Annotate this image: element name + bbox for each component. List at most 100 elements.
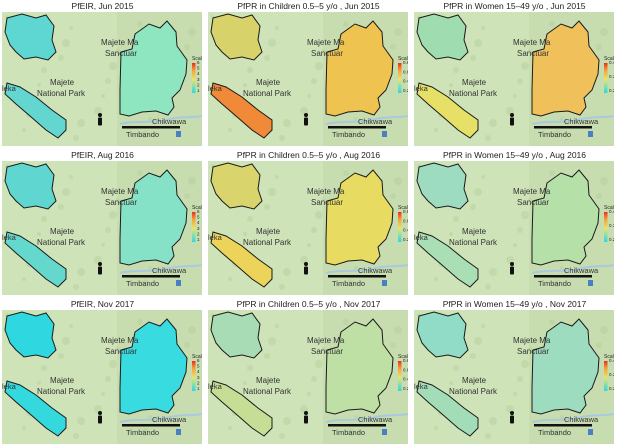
southwest-region bbox=[416, 82, 479, 139]
legend-title: Scale bbox=[604, 205, 614, 211]
legend-tick: 0.3 bbox=[609, 223, 614, 228]
legend-tick: 3 bbox=[197, 77, 200, 82]
legend-title: Scale bbox=[398, 205, 408, 211]
map-panel-1: PfEIR, Jun 2015 Majete Ma Sanctuar Majete Na… bbox=[0, 0, 205, 149]
sanctuary-label-2: Sanctuar bbox=[311, 198, 343, 207]
chikwawa-label: Chikwawa bbox=[564, 266, 599, 275]
sanctuary-label-2: Sanctuar bbox=[311, 347, 343, 356]
map-svg: Majete Ma Sanctuar Majete National Park leka… bbox=[208, 161, 408, 295]
panel-title: PfEIR, Aug 2016 bbox=[71, 150, 134, 160]
map-view: Majete Ma Sanctuar Majete National Park leka… bbox=[414, 161, 614, 295]
east-region bbox=[531, 20, 600, 117]
east-region bbox=[119, 169, 188, 266]
legend-tick: 2 bbox=[197, 380, 200, 385]
map-panel-6: PfPR in Women 15–49 y/o , Aug 2016 Majete… bbox=[412, 149, 617, 298]
legend-tick: 0.2 bbox=[403, 88, 408, 93]
sanctuary-label: Majete Ma bbox=[513, 187, 551, 196]
chikwawa-label: Chikwawa bbox=[358, 266, 393, 275]
panel-title: PfPR in Children 0.5–5 y/o , Jun 2015 bbox=[237, 1, 380, 11]
panel-title: PfPR in Women 15–49 y/o , Aug 2016 bbox=[442, 150, 587, 160]
sanctuary-label-2: Sanctuar bbox=[105, 49, 137, 58]
east-region bbox=[325, 318, 394, 415]
legend-tick: 0.4 bbox=[403, 228, 408, 233]
chikwawa-label: Chikwawa bbox=[358, 415, 393, 424]
person-icon bbox=[98, 411, 102, 424]
map-svg: Majete Ma Sanctuar Majete National Park leka… bbox=[2, 310, 202, 444]
sanctuary-label: Majete Ma bbox=[307, 336, 345, 345]
panel-title: PfEIR, Nov 2017 bbox=[70, 299, 135, 309]
legend-tick: 0.6 bbox=[403, 218, 408, 223]
legend-title: Scale bbox=[192, 205, 202, 211]
legend-tick: 0.2 bbox=[609, 386, 614, 391]
park-label: Majete bbox=[256, 376, 281, 385]
north-region bbox=[416, 162, 469, 210]
sanctuary-label: Majete Ma bbox=[101, 187, 139, 196]
person-icon bbox=[304, 113, 308, 126]
panel-title: PfPR in Children 0.5–5 y/o , Nov 2017 bbox=[236, 299, 381, 309]
southwest-region bbox=[210, 231, 273, 288]
sanctuary-label: Majete Ma bbox=[513, 336, 551, 345]
timbando-label: Timbando bbox=[332, 428, 365, 437]
legend-tick: 5 bbox=[197, 364, 200, 369]
legend-tick: 0.4 bbox=[609, 358, 614, 363]
legend-tick: 0.4 bbox=[403, 377, 408, 382]
legend-title: Scale bbox=[604, 354, 614, 360]
map-view: Majete Ma Sanctuar Majete National Park leka… bbox=[208, 310, 408, 444]
map-panel-7: PfEIR, Nov 2017 Majete Ma Sanctuar Majete Na… bbox=[0, 298, 205, 447]
legend-tick: 0.4 bbox=[403, 79, 408, 84]
color-legend: Scale 0.2 0.3 0.4 bbox=[604, 56, 614, 93]
scale-bar bbox=[122, 424, 180, 427]
river bbox=[325, 115, 408, 125]
chikwawa-label: Chikwawa bbox=[564, 415, 599, 424]
chikwawa-label: Chikwawa bbox=[358, 117, 393, 126]
map-panel-2: PfPR in Children 0.5–5 y/o , Jun 2015 Maj… bbox=[206, 0, 411, 149]
east-region bbox=[531, 318, 600, 415]
legend-tick: 2 bbox=[197, 82, 200, 87]
map-view: Majete Ma Sanctuar Majete National Park leka… bbox=[414, 12, 614, 146]
map-panel-5: PfPR in Children 0.5–5 y/o , Aug 2016 Maj… bbox=[206, 149, 411, 298]
color-legend: Scale 0.2 0.4 0.6 0.8 bbox=[398, 56, 408, 93]
east-region bbox=[119, 20, 188, 117]
legend-title: Scale bbox=[192, 354, 202, 360]
southwest-region bbox=[416, 231, 479, 288]
map-svg: Majete Ma Sanctuar Majete National Park leka… bbox=[414, 310, 614, 444]
chikwawa-label: Chikwawa bbox=[152, 415, 187, 424]
person-icon bbox=[98, 262, 102, 275]
place-label: leka bbox=[414, 233, 429, 242]
map-panel-4: PfEIR, Aug 2016 Majete Ma Sanctuar Majete Na… bbox=[0, 149, 205, 298]
legend-tick: 2 bbox=[197, 231, 200, 236]
chikwawa-label: Chikwawa bbox=[152, 266, 187, 275]
timbando-label: Timbando bbox=[126, 279, 159, 288]
sanctuary-label: Majete Ma bbox=[307, 38, 345, 47]
legend-tick: 3 bbox=[197, 375, 200, 380]
place-label: leka bbox=[208, 382, 223, 391]
map-svg: Majete Ma Sanctuar Majete National Park leka… bbox=[414, 161, 614, 295]
map-svg: Majete Ma Sanctuar Majete National Park leka… bbox=[2, 161, 202, 295]
legend-tick: 0.8 bbox=[403, 358, 408, 363]
legend-tick: 1 bbox=[197, 88, 200, 93]
timbando-label: Timbando bbox=[126, 428, 159, 437]
legend-tick: 0.4 bbox=[609, 60, 614, 65]
person-icon bbox=[510, 113, 514, 126]
north-region bbox=[4, 13, 57, 61]
east-region bbox=[531, 169, 600, 266]
color-legend: Scale 0.2 0.4 0.6 0.8 bbox=[398, 354, 408, 391]
panel-title: PfEIR, Jun 2015 bbox=[71, 1, 134, 11]
legend-title: Scale bbox=[192, 56, 202, 62]
map-svg: Majete Ma Sanctuar Majete National Park leka… bbox=[414, 12, 614, 146]
park-label-2: National Park bbox=[37, 89, 86, 98]
panel-title: PfPR in Women 15–49 y/o , Jun 2015 bbox=[443, 1, 586, 11]
map-view: Majete Ma Sanctuar Majete National Park leka… bbox=[208, 161, 408, 295]
map-svg: Majete Ma Sanctuar Majete National Park leka… bbox=[2, 12, 202, 146]
chikwawa-label: Chikwawa bbox=[564, 117, 599, 126]
place-label: leka bbox=[2, 382, 17, 391]
park-label-2: National Park bbox=[243, 238, 292, 247]
map-panel-8: PfPR in Children 0.5–5 y/o , Nov 2017 Maj… bbox=[206, 298, 411, 447]
scale-bar bbox=[328, 424, 386, 427]
sanctuary-label: Majete Ma bbox=[101, 38, 139, 47]
park-label: Majete bbox=[50, 227, 75, 236]
park-label: Majete bbox=[50, 376, 75, 385]
map-svg: Majete Ma Sanctuar Majete National Park leka… bbox=[208, 12, 408, 146]
person-icon bbox=[304, 262, 308, 275]
color-legend: Scale 0.2 0.3 0.4 bbox=[604, 354, 614, 391]
